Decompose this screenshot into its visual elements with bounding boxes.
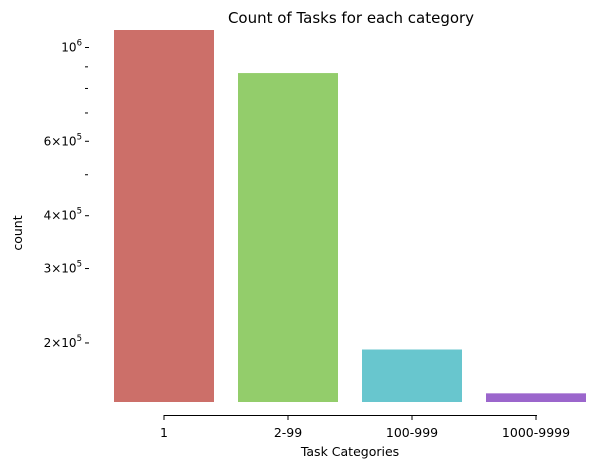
y-axis-label: count [10,215,25,250]
bar-1000-9999 [486,393,586,402]
x-axis-ticks: 1 2-99 100-999 1000-9999 [160,415,570,440]
bar-1 [114,30,214,402]
y-tick-label: 2×105 [44,334,82,350]
y-tick-label: 106 [61,38,82,54]
x-axis-label: Task Categories [300,444,399,459]
y-tick-label: 3×105 [44,260,82,276]
chart-title: Count of Tasks for each category [228,9,474,27]
x-tick-label: 1000-9999 [502,425,570,440]
x-tick-label: 2-99 [274,425,302,440]
bars-group [114,30,586,402]
y-tick-label: 4×105 [44,207,82,223]
bar-100-999 [362,349,462,402]
x-tick-label: 1 [160,425,168,440]
y-tick-label: 6×105 [44,132,82,148]
x-tick-label: 100-999 [386,425,438,440]
bar-2-99 [238,73,338,402]
y-axis-ticks: 2×105 3×105 4×105 6×105 106 [44,38,89,350]
